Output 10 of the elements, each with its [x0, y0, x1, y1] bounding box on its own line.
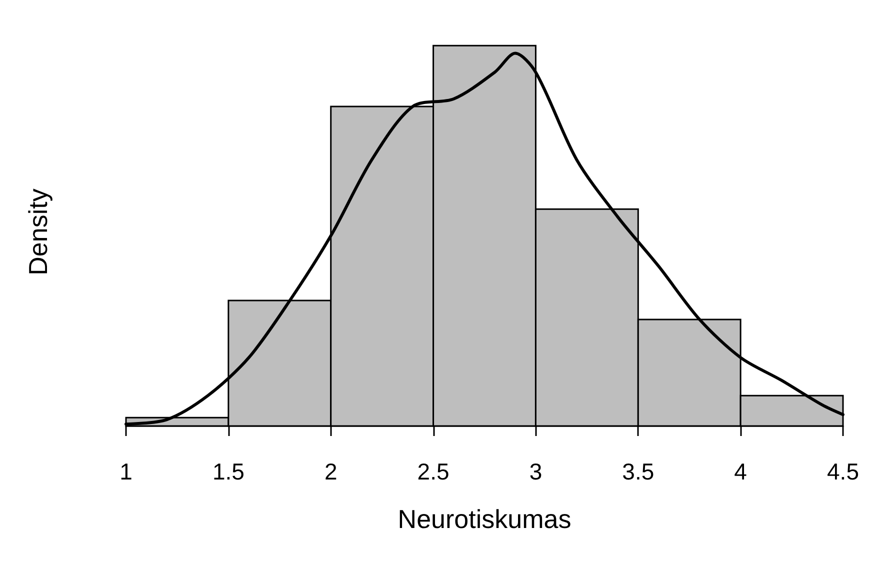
x-tick-label: 2.5: [417, 458, 450, 484]
x-tick-label: 1.5: [212, 458, 244, 484]
x-tick-label: 1: [120, 458, 132, 484]
y-axis-title: Density: [23, 188, 53, 276]
x-tick-label: 2: [324, 458, 338, 484]
x-tick-label: 4: [734, 458, 748, 484]
x-tick-label: 3: [529, 458, 542, 484]
x-axis-title: Neurotiskumas: [398, 504, 572, 534]
x-tick-label: 4.5: [827, 458, 859, 484]
x-tick-label: 3.5: [622, 458, 654, 484]
